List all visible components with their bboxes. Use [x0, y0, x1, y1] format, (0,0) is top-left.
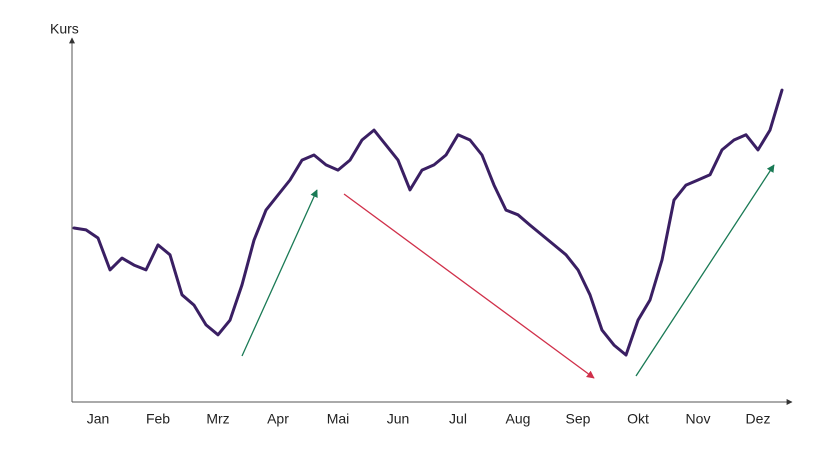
- trend-arrow: [635, 164, 775, 377]
- x-tick-label: Sep: [566, 411, 591, 427]
- y-axis-label: Kurs: [50, 21, 79, 37]
- x-tick-label: Dez: [746, 411, 771, 427]
- price-line: [72, 88, 784, 357]
- x-tick-label: Jul: [449, 411, 467, 427]
- x-tick-label: Feb: [146, 411, 170, 427]
- x-tick-label: Nov: [686, 411, 711, 427]
- x-tick-label: Okt: [627, 411, 649, 427]
- x-tick-label: Apr: [267, 411, 289, 427]
- trend-arrow: [241, 189, 318, 357]
- x-tick-label: Mai: [327, 411, 350, 427]
- trend-arrow: [343, 193, 595, 379]
- x-tick-label: Aug: [506, 411, 531, 427]
- x-tick-label: Jun: [387, 411, 410, 427]
- x-tick-label: Mrz: [206, 411, 229, 427]
- x-tick-label: Jan: [87, 411, 110, 427]
